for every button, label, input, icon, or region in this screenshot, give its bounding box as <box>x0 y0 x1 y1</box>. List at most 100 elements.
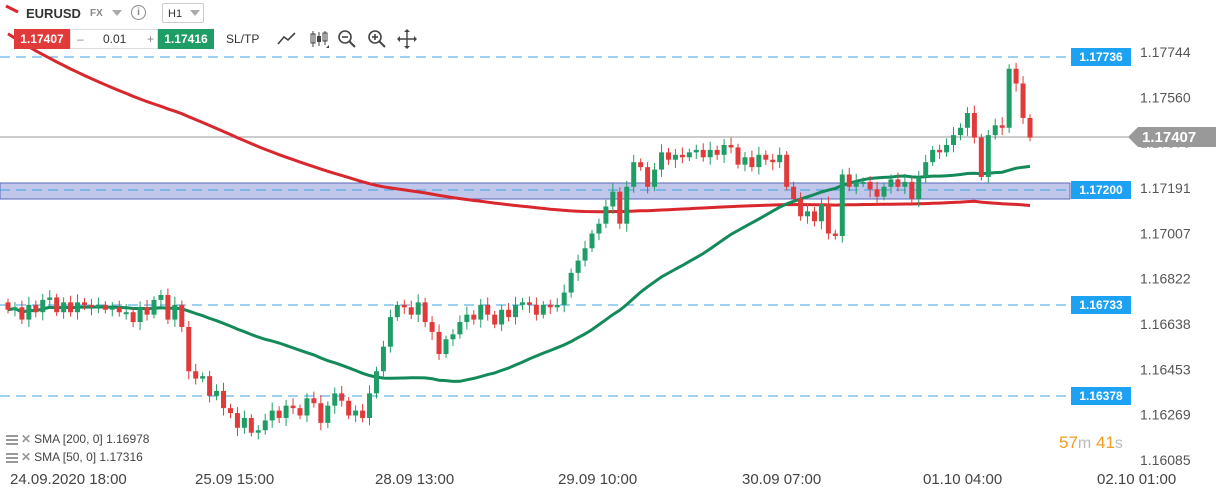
candle-body <box>193 371 199 379</box>
candle-body <box>944 144 950 153</box>
candle-body <box>179 304 185 327</box>
candle-body <box>436 331 442 355</box>
candle-body <box>88 304 94 308</box>
info-icon[interactable]: i <box>131 5 146 20</box>
candle-body <box>916 176 922 200</box>
candle-body <box>457 322 463 335</box>
candle-body <box>485 304 491 315</box>
candlestick-type-icon[interactable] <box>308 28 330 50</box>
candle-body <box>109 307 115 310</box>
level-tag-label: 1.16733 <box>1079 298 1123 312</box>
zoom-in-icon[interactable] <box>366 28 388 50</box>
lot-value[interactable]: 0.01 <box>103 32 127 46</box>
candle-body <box>888 179 894 187</box>
candle-body <box>596 223 602 234</box>
candle-body <box>506 309 512 318</box>
candle-body <box>408 307 414 315</box>
move-crosshair-icon[interactable] <box>396 28 418 50</box>
candle-body <box>1013 68 1019 84</box>
candle-body <box>742 157 748 165</box>
candle-body <box>519 302 525 305</box>
timeframe-select[interactable]: H1 <box>162 3 204 23</box>
candle-body <box>672 154 678 160</box>
candle-body <box>422 302 428 323</box>
level-tag-label: 1.17736 <box>1079 50 1123 64</box>
lot-increase-button[interactable]: + <box>147 32 155 46</box>
candle-body <box>380 346 386 372</box>
level-tag <box>1071 296 1131 314</box>
candle-body <box>415 302 421 315</box>
candle-body <box>116 307 122 313</box>
candle-body <box>255 430 261 433</box>
y-tick-label: 1.16269 <box>1140 407 1191 423</box>
candle-body <box>700 149 706 158</box>
candle-body <box>513 304 519 318</box>
candle-body <box>214 390 220 396</box>
candle-body <box>186 326 192 372</box>
sma200-legend[interactable]: ✕ SMA [200, 0] 1.16978 <box>6 432 149 446</box>
y-tick-label: 1.16822 <box>1140 271 1191 287</box>
candle-body <box>40 299 46 313</box>
candle-body <box>992 125 998 136</box>
symbol-name[interactable]: EURUSD <box>26 6 81 21</box>
sell-button[interactable]: 1.17407 <box>14 29 70 49</box>
candle-body <box>492 314 498 325</box>
candle-body <box>881 186 887 197</box>
candle-body <box>304 398 310 416</box>
candle-body <box>693 149 699 153</box>
candle-body <box>860 181 866 184</box>
candle-body <box>443 339 449 355</box>
candle-body <box>665 152 671 160</box>
candle-body <box>297 408 303 416</box>
x-tick-label: 29.09 10:00 <box>558 471 637 488</box>
sma50-legend[interactable]: ✕ SMA [50, 0] 1.17316 <box>6 450 143 464</box>
buy-button[interactable]: 1.17416 <box>158 29 214 49</box>
candle-body <box>631 162 637 187</box>
lot-size-stepper[interactable]: – 0.01 + <box>70 29 158 49</box>
candle-body <box>200 376 206 379</box>
close-icon[interactable]: ✕ <box>21 450 32 464</box>
close-icon[interactable]: ✕ <box>21 432 32 446</box>
chevron-down-icon[interactable] <box>112 10 122 16</box>
candle-body <box>902 181 908 187</box>
drag-handle-icon[interactable] <box>6 434 18 445</box>
candle-body <box>227 408 233 414</box>
candle-body <box>999 125 1005 128</box>
candle-body <box>290 405 296 409</box>
x-tick-label: 25.09 15:00 <box>195 471 274 488</box>
candle-body <box>75 302 81 313</box>
candle-body <box>985 135 991 177</box>
sma50-legend-label: SMA [50, 0] 1.17316 <box>34 450 143 464</box>
candle-body <box>26 304 32 320</box>
market-label: FX <box>90 8 103 19</box>
x-tick-label: 24.09.2020 18:00 <box>10 471 127 488</box>
level-tag-label: 1.16378 <box>1079 389 1123 403</box>
line-chart-icon[interactable] <box>276 28 298 50</box>
drag-handle-icon[interactable] <box>6 452 18 463</box>
lot-decrease-button[interactable]: – <box>77 32 84 46</box>
timer-minutes: 57 <box>1059 433 1078 452</box>
candle-body <box>930 149 936 163</box>
candle-body <box>61 302 67 313</box>
sltp-button[interactable]: SL/TP <box>226 32 260 46</box>
candle-body <box>784 154 790 187</box>
candles <box>5 62 1033 440</box>
candle-body <box>526 302 532 305</box>
candle-body <box>353 410 359 416</box>
candle-body <box>874 189 880 197</box>
candle-body <box>311 398 317 404</box>
candle-body <box>978 137 984 177</box>
current-price-label: 1.17407 <box>1142 129 1196 146</box>
candle-body <box>499 309 505 325</box>
candle-body <box>714 149 720 155</box>
chevron-down-icon[interactable] <box>190 10 200 16</box>
candle-body <box>568 272 574 293</box>
timer-seconds: 41 <box>1095 433 1115 452</box>
candle-body <box>937 149 943 153</box>
zoom-out-icon[interactable] <box>336 28 358 50</box>
candle-body <box>401 304 407 308</box>
candle-body <box>248 417 254 433</box>
level-tag <box>1071 387 1131 405</box>
candle-body <box>19 307 25 320</box>
